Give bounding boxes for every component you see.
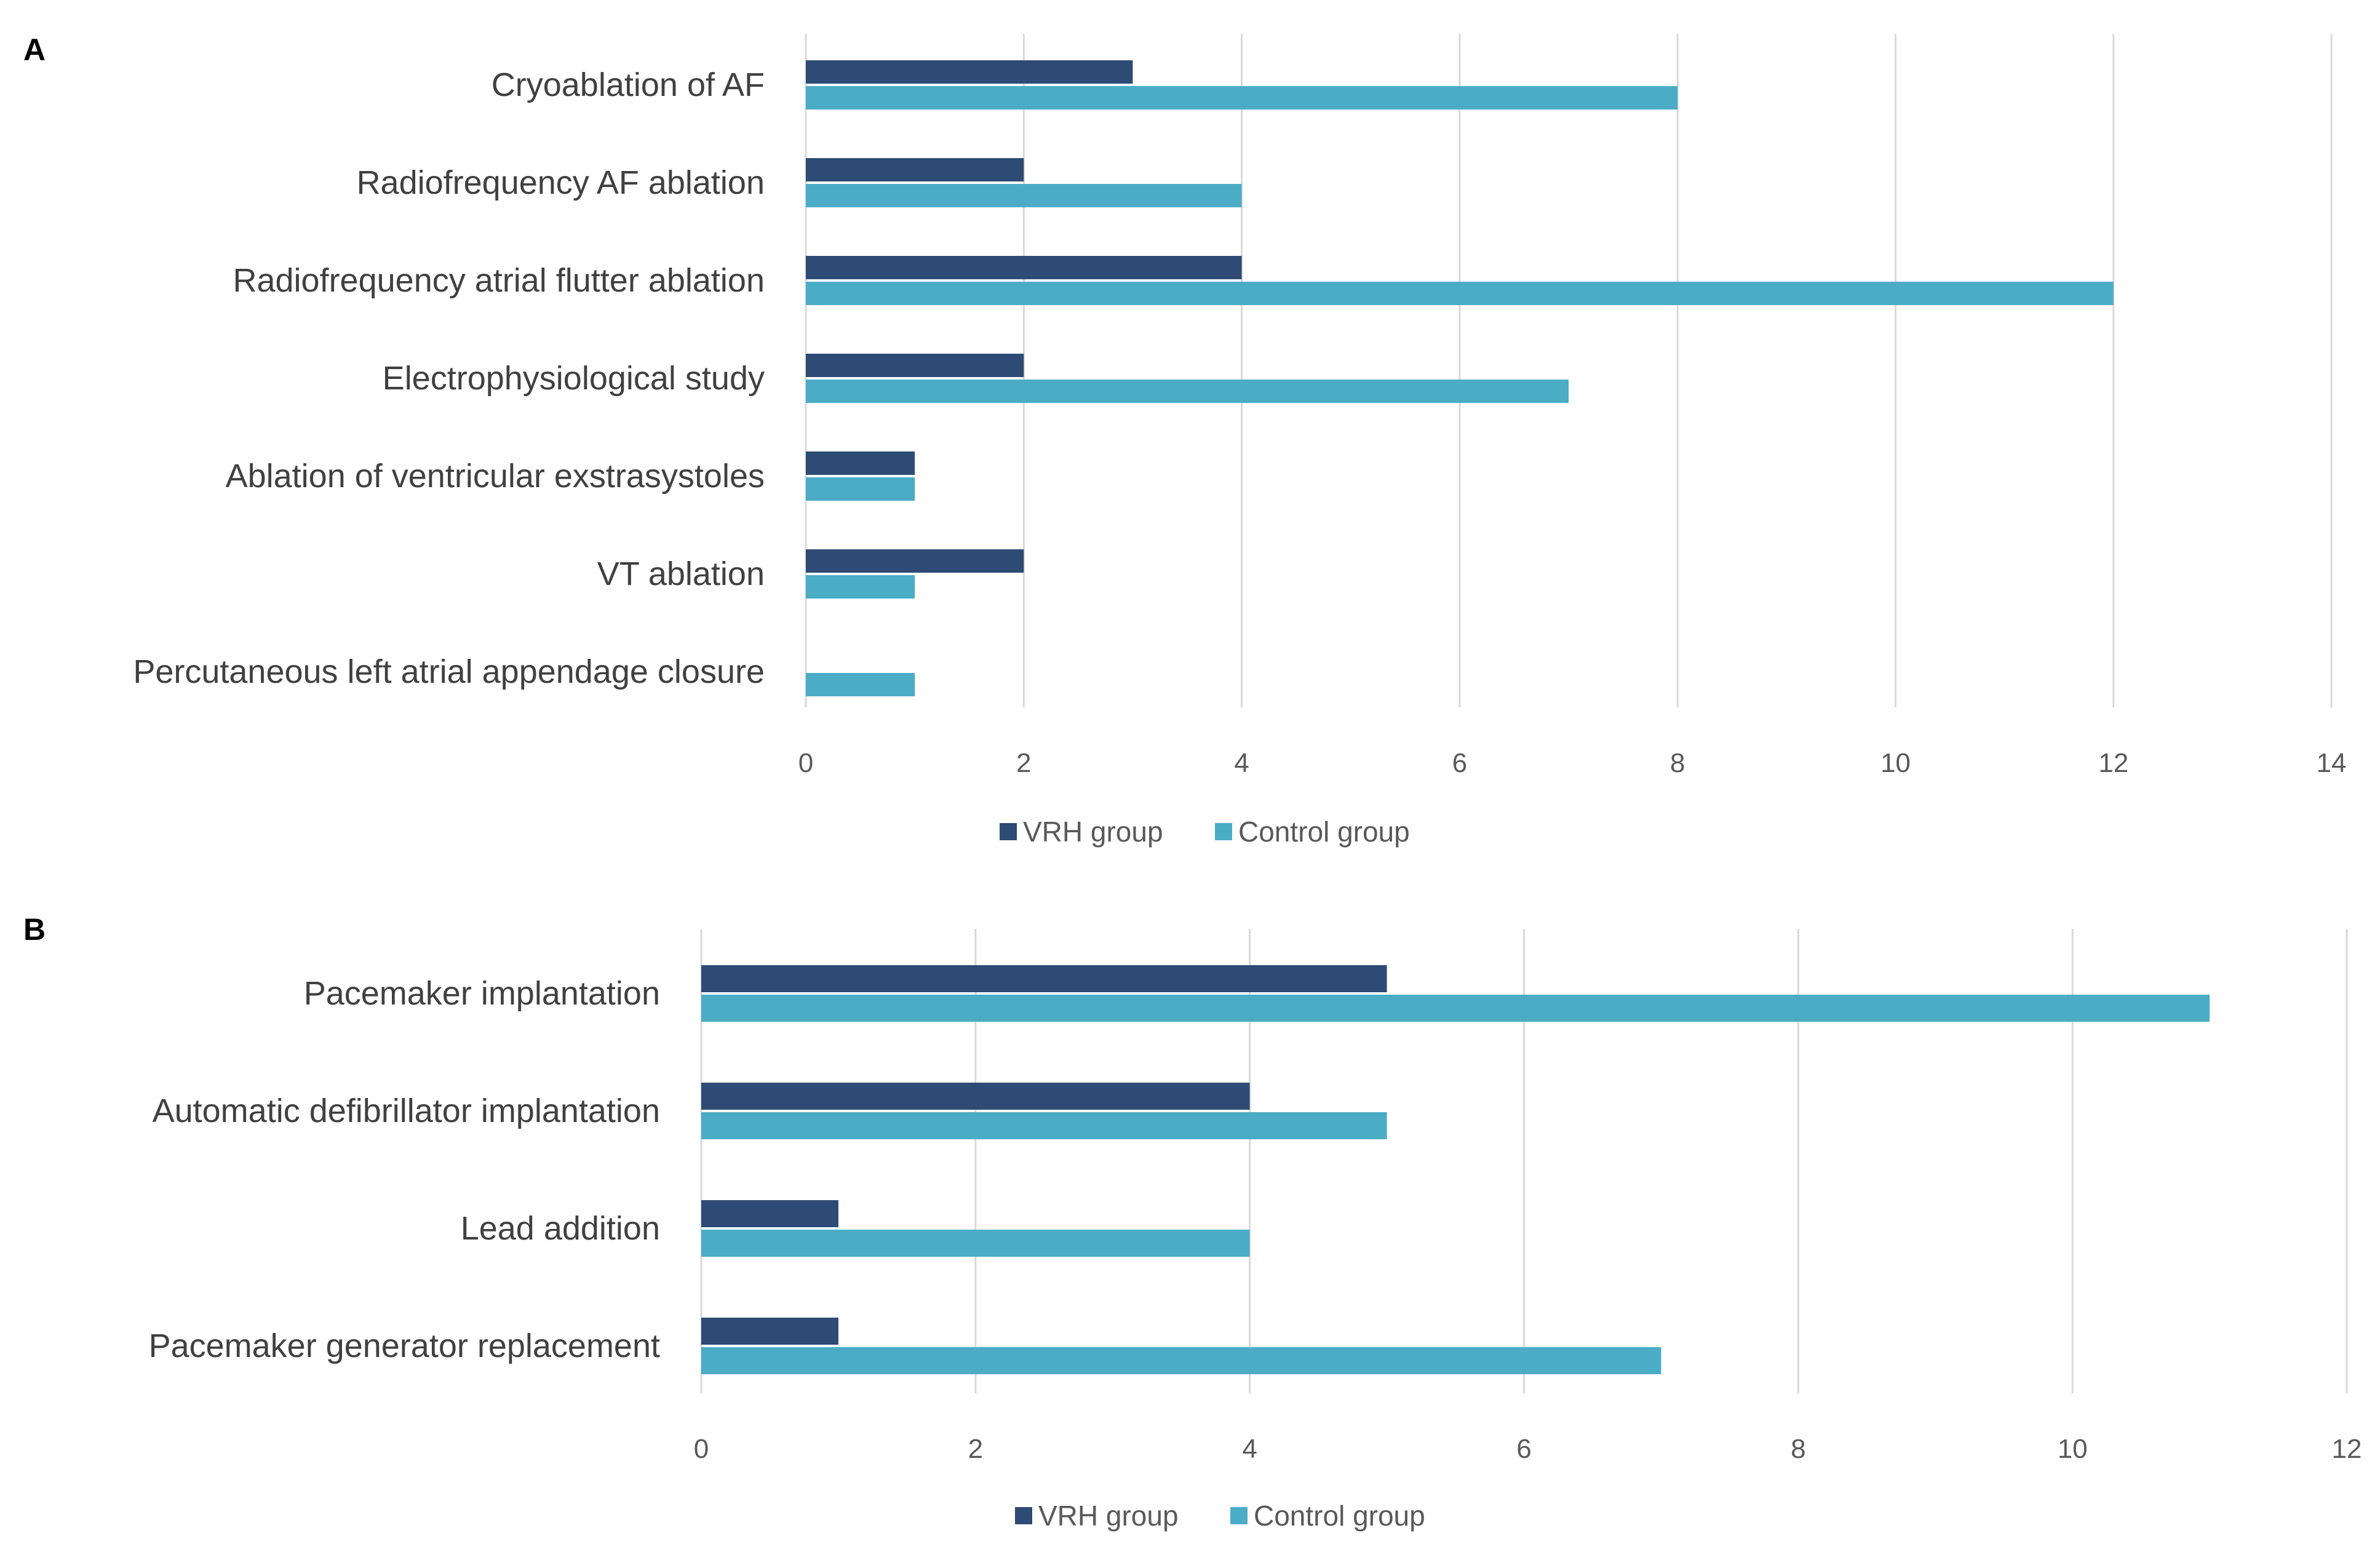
x-tick-label: 10 (1881, 748, 1911, 778)
control-bar (806, 282, 2114, 305)
panel-a-legend: VRH group Control group (1000, 816, 1410, 848)
x-tick-label: 2 (968, 1434, 983, 1464)
category-label: Pacemaker implantation (304, 975, 660, 1012)
x-tick-label: 2 (1016, 748, 1031, 778)
category-label: Cryoablation of AF (492, 66, 765, 103)
control-bar (701, 1230, 1250, 1257)
vrh-bar (806, 549, 1024, 573)
category-label: Percutaneous left atrial appendage closu… (133, 653, 765, 690)
control-bar (806, 380, 1569, 403)
x-tick-label: 6 (1516, 1434, 1531, 1464)
panel-b-tick-labels: 0 2 4 6 8 10 12 (694, 1434, 2362, 1464)
x-tick-label: 0 (694, 1434, 709, 1464)
x-tick-label: 10 (2058, 1434, 2088, 1464)
control-bar (806, 184, 1242, 207)
panel-b-category-labels: Pacemaker implantation Automatic defibril… (149, 975, 660, 1364)
x-tick-label: 6 (1452, 748, 1467, 778)
panel-b-letter: B (23, 912, 46, 947)
legend-label: VRH group (1038, 1500, 1179, 1532)
panel-a-gridlines (805, 34, 2333, 707)
control-bar (806, 477, 915, 501)
x-tick-label: 12 (2098, 748, 2128, 778)
vrh-bar (806, 354, 1024, 377)
x-tick-label: 8 (1791, 1434, 1805, 1464)
category-label: Ablation of ventricular exstrasystoles (226, 458, 765, 495)
panel-b-legend: VRH group Control group (1015, 1500, 1425, 1532)
control-bar (701, 1347, 1662, 1374)
category-label: Radiofrequency atrial flutter ablation (233, 262, 765, 299)
x-tick-label: 14 (2317, 748, 2347, 778)
x-tick-label: 0 (798, 748, 813, 778)
category-label: Pacemaker generator replacement (149, 1327, 660, 1364)
vrh-bar (701, 1318, 838, 1345)
legend-label: Control group (1254, 1500, 1425, 1532)
x-tick-label: 4 (1242, 1434, 1257, 1464)
panel-b-bars (701, 965, 2210, 1374)
x-tick-label: 12 (2332, 1434, 2362, 1464)
legend-swatch (1015, 1507, 1032, 1524)
category-label: VT ablation (597, 555, 765, 592)
control-bar (806, 86, 1678, 109)
control-bar (806, 575, 915, 599)
control-bar (701, 1112, 1387, 1139)
legend-label: Control group (1238, 816, 1410, 848)
vrh-bar (806, 452, 915, 475)
vrh-bar (806, 256, 1242, 279)
vrh-bar (806, 60, 1133, 84)
panel-a-chart: A Cryoablation of AF Radiofrequency AF ab… (23, 33, 2346, 848)
legend-swatch (1230, 1507, 1248, 1524)
legend-swatch (1000, 823, 1017, 840)
vrh-bar (701, 1200, 838, 1227)
category-label: Radiofrequency AF ablation (357, 164, 765, 201)
vrh-bar (701, 965, 1387, 992)
legend-label: VRH group (1023, 816, 1163, 848)
panel-a-bars (806, 60, 2114, 696)
legend-swatch (1215, 823, 1232, 840)
x-tick-label: 8 (1670, 748, 1685, 778)
panel-a-category-labels: Cryoablation of AF Radiofrequency AF abla… (133, 66, 765, 690)
vrh-bar (701, 1083, 1250, 1110)
control-bar (806, 673, 915, 696)
panel-a-tick-labels: 0 2 4 6 8 10 12 14 (798, 748, 2347, 778)
panel-a-letter: A (23, 33, 46, 67)
x-tick-label: 4 (1234, 748, 1249, 778)
control-bar (701, 995, 2210, 1022)
category-label: Lead addition (461, 1210, 660, 1247)
category-label: Automatic defibrillator implantation (153, 1092, 660, 1129)
panel-b-chart: B Pacemaker implantation Automatic defibr… (23, 912, 2362, 1532)
category-label: Electrophysiological study (383, 360, 765, 397)
vrh-bar (806, 158, 1024, 181)
